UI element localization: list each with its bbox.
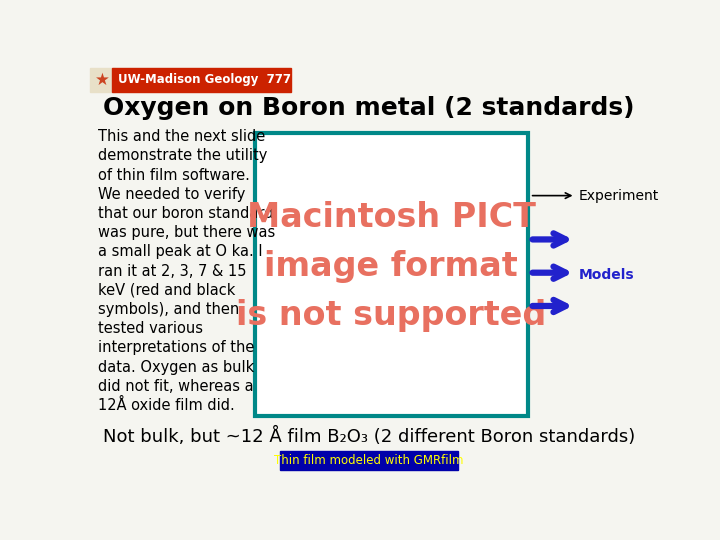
Text: Oxygen on Boron metal (2 standards): Oxygen on Boron metal (2 standards) [103, 97, 635, 120]
Bar [279, 451, 458, 470]
Bar [255, 133, 528, 416]
Text: This and the next slide
demonstrate the utility
of thin film software.
We needed: This and the next slide demonstrate the … [99, 129, 276, 413]
Text: Thin film modeled with GMRfilm: Thin film modeled with GMRfilm [274, 454, 464, 467]
Text: Models: Models [578, 268, 634, 282]
Text: Experiment: Experiment [578, 188, 659, 202]
Bar [112, 68, 291, 92]
Text: Not bulk, but ~12 Å film B₂O₃ (2 different Boron standards): Not bulk, but ~12 Å film B₂O₃ (2 differe… [103, 427, 635, 447]
Text: ★: ★ [95, 71, 109, 89]
Text: UW-Madison Geology  777: UW-Madison Geology 777 [118, 73, 291, 86]
Text: Macintosh PICT
image format
is not supported: Macintosh PICT image format is not suppo… [236, 201, 546, 332]
Bar [90, 68, 115, 92]
